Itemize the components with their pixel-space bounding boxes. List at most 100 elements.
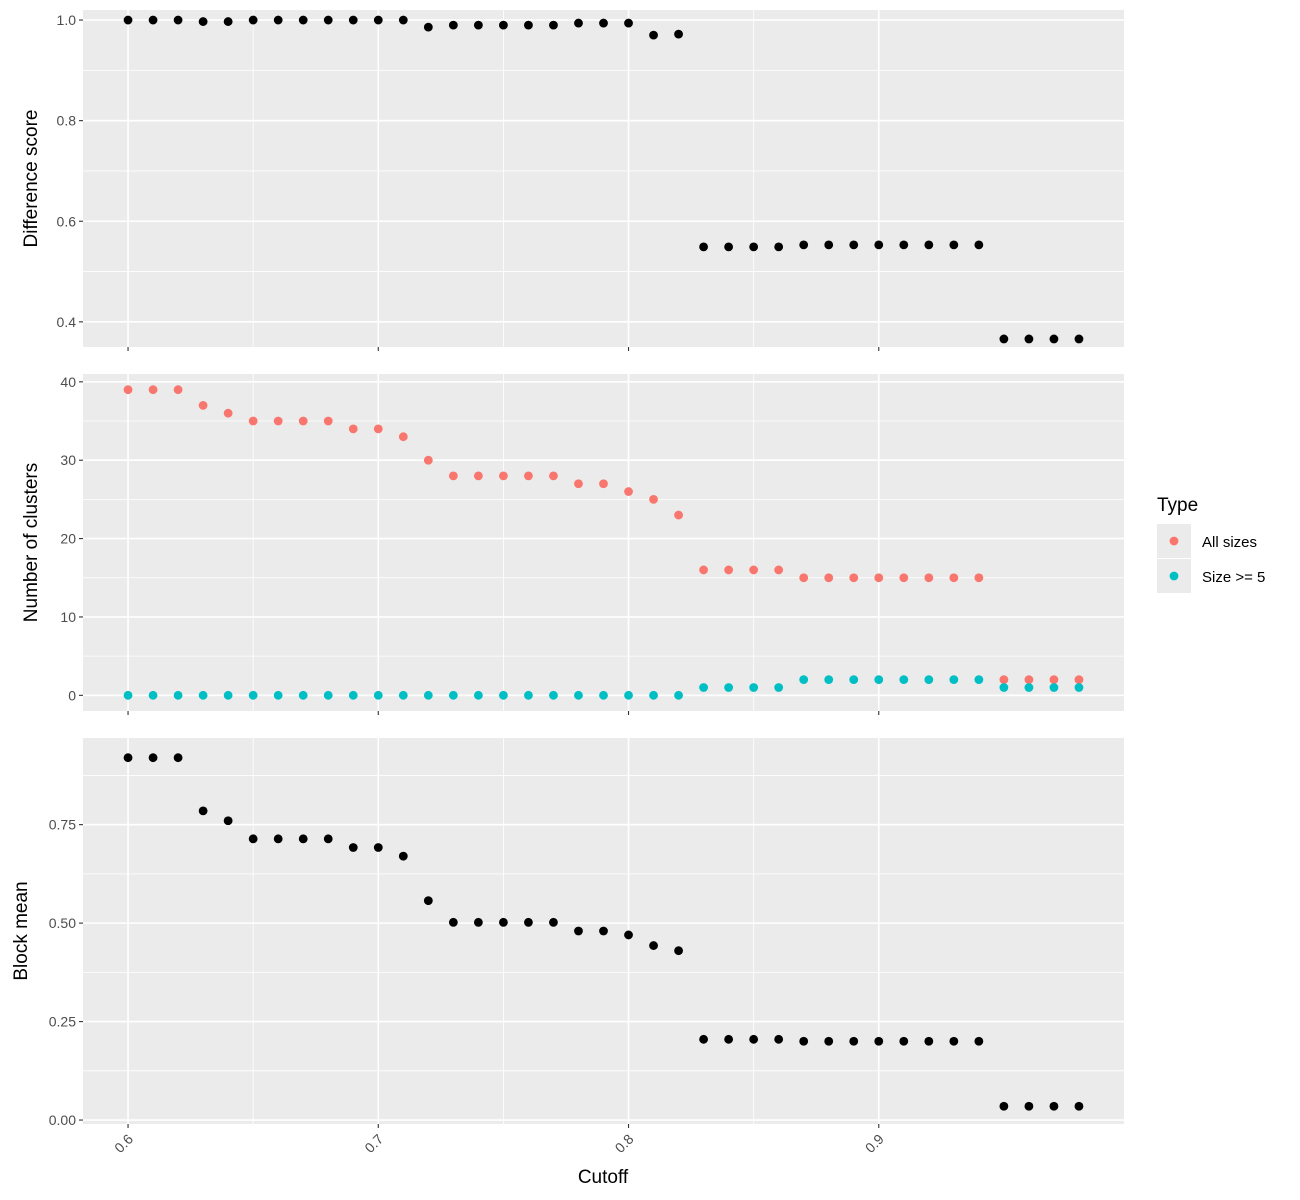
data-point [173, 753, 183, 763]
data-point [173, 385, 183, 395]
data-point [774, 683, 784, 692]
data-point [549, 471, 558, 481]
data-point [1024, 334, 1034, 344]
data-point [974, 1036, 984, 1046]
data-point [774, 565, 784, 575]
data-point [649, 30, 658, 40]
data-point [799, 240, 809, 250]
data-point [248, 416, 258, 426]
data-point [348, 15, 358, 25]
data-point [398, 851, 408, 861]
data-point [1074, 334, 1084, 344]
data-point [148, 753, 158, 763]
data-point [398, 15, 408, 25]
data-point [699, 565, 708, 575]
x-axis-title: Cutoff [578, 1167, 629, 1188]
series-values [123, 15, 1084, 344]
data-point [198, 17, 208, 26]
data-point [524, 471, 533, 481]
data-point [499, 917, 508, 927]
y-axis: 0.00 0.25 0.50 0.75 [49, 817, 83, 1128]
data-point [1049, 675, 1059, 685]
data-point [999, 675, 1009, 685]
y-tick-label: 0.8 [57, 113, 77, 129]
data-point [899, 240, 909, 250]
data-point [173, 690, 183, 700]
data-point [1049, 683, 1059, 692]
data-point [323, 690, 333, 700]
series-all-sizes [123, 385, 1084, 685]
y-tick-label: 0.50 [49, 915, 76, 931]
data-point [448, 917, 458, 927]
x-tick-label: 0.9 [862, 1131, 887, 1156]
data-point [373, 424, 383, 434]
y-tick-label: 0 [68, 687, 76, 703]
data-point [899, 675, 909, 685]
data-point [373, 690, 383, 700]
data-point [849, 240, 859, 250]
legend-marker [1169, 571, 1179, 581]
panel-block-mean: 0.00 0.25 0.50 0.75 Block mean [11, 738, 1124, 1128]
data-point [348, 690, 358, 700]
panels-layer: 0.4 0.6 0.8 1.0 Difference score 0 10 20 30 40 Num… [11, 10, 1124, 1128]
y-tick-label: 0.00 [49, 1112, 76, 1128]
data-point [223, 17, 233, 26]
data-point [849, 573, 859, 583]
data-point [524, 690, 533, 700]
data-point [448, 471, 458, 481]
data-point [949, 1036, 959, 1046]
data-point [423, 690, 433, 700]
data-point [448, 690, 458, 700]
data-point [1049, 1101, 1059, 1111]
y-axis: 0 10 20 30 40 [60, 374, 83, 703]
data-point [198, 400, 208, 410]
data-point [974, 573, 984, 583]
data-point [1074, 675, 1084, 685]
data-point [674, 29, 683, 39]
data-point [273, 690, 283, 700]
data-point [499, 20, 508, 30]
data-point [323, 834, 333, 844]
data-point [949, 675, 959, 685]
y-tick-label: 30 [60, 452, 76, 468]
data-point [148, 385, 158, 395]
x-tick-label: 0.6 [111, 1131, 136, 1156]
legend-entries: All sizes Size >= 5 [1157, 524, 1265, 593]
data-point [1024, 1101, 1034, 1111]
data-point [624, 487, 633, 496]
data-point [849, 675, 859, 685]
y-tick-label: 0.25 [49, 1014, 76, 1030]
data-point [874, 675, 884, 685]
data-point [874, 573, 884, 583]
data-point [549, 20, 558, 30]
data-point [223, 408, 233, 418]
data-point [499, 471, 508, 481]
y-tick-label: 0.4 [57, 314, 77, 330]
y-axis: 0.4 0.6 0.8 1.0 [57, 12, 83, 330]
data-point [423, 896, 433, 906]
data-point [599, 690, 608, 700]
data-point [248, 15, 258, 25]
data-point [423, 22, 433, 32]
y-tick-label: 0.75 [49, 817, 76, 833]
data-point [574, 690, 583, 700]
data-point [348, 843, 358, 852]
data-point [849, 1036, 859, 1046]
data-point [248, 690, 258, 700]
data-point [799, 573, 809, 583]
data-point [323, 416, 333, 426]
data-point [624, 18, 633, 28]
data-point [724, 565, 734, 575]
data-point [924, 675, 934, 685]
data-point [524, 917, 533, 927]
data-point [724, 1034, 734, 1044]
data-point [749, 683, 759, 692]
legend-title: Type [1157, 495, 1198, 516]
legend: Type All sizes Size >= 5 [1157, 495, 1265, 593]
data-point [223, 690, 233, 700]
data-point [173, 15, 183, 25]
legend-label: All sizes [1202, 534, 1257, 551]
x-tick-label: 0.8 [612, 1131, 637, 1156]
data-point [874, 1036, 884, 1046]
